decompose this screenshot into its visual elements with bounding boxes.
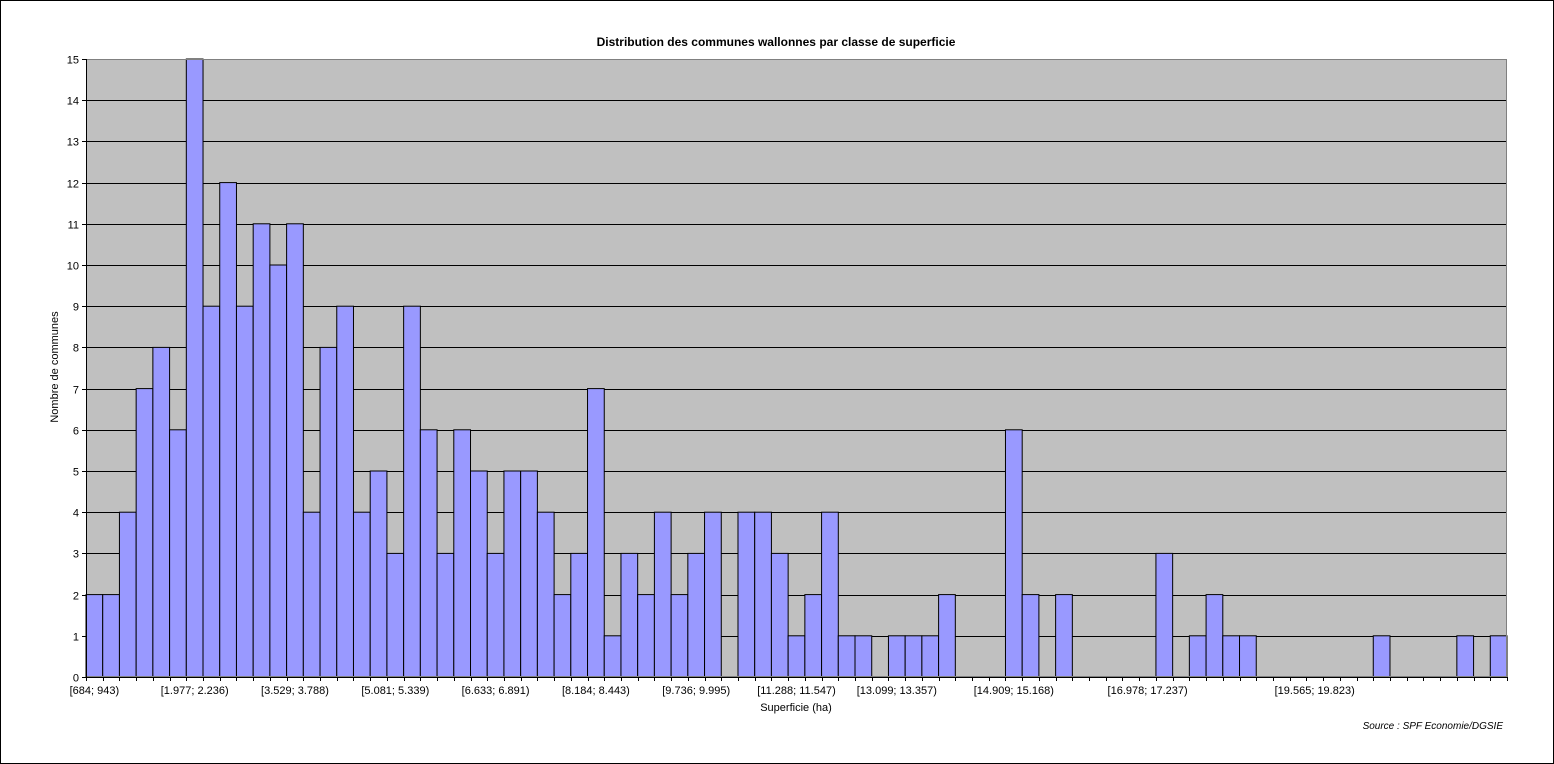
bar [369,470,388,678]
y-tick-label: 14 [67,96,79,108]
bar [436,552,455,678]
x-tick-label: [5.081; 5.339) [361,685,429,697]
bar [286,223,304,678]
bar [1456,635,1475,678]
y-tick-label: 10 [67,261,79,273]
y-tick-label: 3 [73,549,79,561]
bar [1222,635,1241,678]
bar [135,388,154,678]
x-tick-label: [1.977; 2.236) [161,685,229,697]
bar [419,429,438,678]
bar [336,305,354,678]
bar [553,594,572,678]
x-tick-label: [11.288; 11.547) [757,685,836,697]
bar [503,470,522,678]
x-tick-label: [14.909; 15.168) [974,685,1054,697]
bar [352,511,371,678]
bar [620,552,639,678]
bar [804,594,823,678]
y-tick-label: 2 [73,591,79,603]
bar [603,635,622,678]
y-tick-label: 11 [68,220,79,232]
y-tick-label: 6 [73,426,79,438]
bar [887,635,906,678]
bar [252,223,271,678]
bar [235,305,254,678]
bar [520,470,538,678]
bar [637,594,655,678]
bar [1055,594,1073,678]
axes [86,59,1507,678]
x-tick-label: [3.529; 3.788) [261,685,329,697]
x-tick-label: [8.184; 8.443) [562,685,630,697]
bar [1372,635,1391,678]
bar [302,511,321,678]
y-tick-label: 5 [73,467,79,479]
bar [152,346,171,678]
bar [1021,594,1040,678]
y-tick-label: 9 [73,302,79,314]
bar [319,346,338,678]
bar [386,552,405,678]
bar [118,511,137,678]
bar [770,552,789,678]
bar [837,635,856,678]
y-tick-label: 15 [67,55,79,67]
bar [670,594,689,678]
bar [102,594,120,678]
bar [1188,635,1207,678]
bar [1489,635,1508,678]
bar [921,635,940,678]
y-axis-title: Nombre de communes [49,311,61,423]
bar [185,58,204,678]
x-tick-labels: [684; 943) [1.977; 2.236) [3.529; 3.788) [5… [70,677,1508,697]
bar [169,429,187,678]
y-tick-label: 7 [73,385,79,397]
x-tick-label: [9.736; 9.995) [662,685,730,697]
bar [704,511,722,678]
bar [821,511,839,678]
bar [904,635,923,678]
bar [453,429,472,678]
bar [269,264,288,678]
y-tick-label: 13 [67,137,79,149]
bar [570,552,589,678]
bar [403,305,421,678]
bar [219,182,237,678]
bar [1205,594,1224,678]
bar [1155,552,1174,678]
bar [653,511,672,678]
y-tick-label: 4 [73,508,79,520]
y-tick-label: 1 [73,632,79,644]
bar [938,594,956,678]
y-tick-label: 8 [73,343,79,355]
x-tick-label: [16.978; 17.237) [1108,685,1188,697]
bar [202,305,221,678]
y-tick-label: 12 [67,179,79,191]
x-tick-label: [684; 943) [70,685,120,697]
bar [85,594,104,678]
bar [486,552,505,678]
bar [1004,429,1023,678]
bar [1239,635,1257,678]
x-tick-label: [19.565; 19.823) [1275,685,1355,697]
bar [470,470,488,678]
bar [787,635,806,678]
bar [687,552,706,678]
source-note: Source : SPF Economie/DGSIE [1363,721,1504,732]
x-tick-label: [13.099; 13.357) [857,685,937,697]
x-axis-title: Superficie (ha) [760,702,832,714]
bar [854,635,873,678]
bar [754,511,772,678]
bar [737,511,756,678]
bar [536,511,555,678]
y-tick-label: 0 [73,673,79,685]
chart-title: Distribution des communes wallonnes par … [597,35,956,49]
x-tick-label: [6.633; 6.891) [462,685,530,697]
bars [85,58,1508,678]
bar [587,388,605,678]
